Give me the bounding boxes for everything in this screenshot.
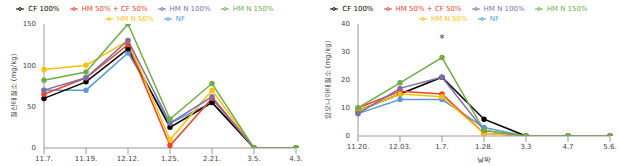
svg-text:12.03.: 12.03. xyxy=(389,143,411,151)
svg-text:0: 0 xyxy=(32,144,36,152)
svg-text:100: 100 xyxy=(23,62,36,70)
svg-text:11.7.: 11.7. xyxy=(35,155,53,163)
svg-text:1.25.: 1.25. xyxy=(161,155,179,163)
html-text:NF: NF xyxy=(175,15,185,23)
svg-text:1.28.: 1.28. xyxy=(475,143,493,151)
html-text:HM N 150%: HM N 150% xyxy=(232,5,274,13)
svg-text:1.7.: 1.7. xyxy=(435,143,448,151)
svg-text:0: 0 xyxy=(346,132,350,140)
svg-text:50: 50 xyxy=(27,103,36,111)
svg-text:4.7: 4.7 xyxy=(562,143,573,151)
html-text:HM 50% + CF 50%: HM 50% + CF 50% xyxy=(81,5,148,13)
svg-text:30: 30 xyxy=(341,48,350,56)
html-text:HM N 100%: HM N 100% xyxy=(483,5,525,13)
html-text:HM N 50%: HM N 50% xyxy=(117,15,154,23)
html-text:CF 100%: CF 100% xyxy=(28,5,60,13)
svg-text:4.3.: 4.3. xyxy=(289,155,302,163)
svg-text:40: 40 xyxy=(341,20,350,28)
svg-text:암모니아태질소 (mg/kg): 암모니아태질소 (mg/kg) xyxy=(324,40,332,119)
svg-text:20: 20 xyxy=(341,76,350,84)
svg-text:150: 150 xyxy=(23,20,36,28)
svg-text:*: * xyxy=(440,33,445,44)
svg-text:11.20.: 11.20. xyxy=(347,143,369,151)
svg-text:2.21.: 2.21. xyxy=(203,155,221,163)
html-text:HM 50% + CF 50%: HM 50% + CF 50% xyxy=(395,5,462,13)
html-text:HM N 100%: HM N 100% xyxy=(169,5,211,13)
html-text:HM N 150%: HM N 150% xyxy=(546,5,588,13)
svg-text:날짜: 날짜 xyxy=(477,156,491,164)
svg-text:11.19.: 11.19. xyxy=(75,155,97,163)
html-text:NF: NF xyxy=(489,15,499,23)
svg-text:3.5.: 3.5. xyxy=(247,155,260,163)
svg-text:10: 10 xyxy=(341,104,350,112)
html-text:HM N 50%: HM N 50% xyxy=(431,15,468,23)
svg-text:12.12.: 12.12. xyxy=(117,155,139,163)
html-text:CF 100%: CF 100% xyxy=(342,5,374,13)
svg-text:5.6.: 5.6. xyxy=(603,143,612,151)
svg-text:3.3: 3.3 xyxy=(520,143,531,151)
svg-text:질산태질소 (mg/kg): 질산태질소 (mg/kg) xyxy=(10,53,18,118)
